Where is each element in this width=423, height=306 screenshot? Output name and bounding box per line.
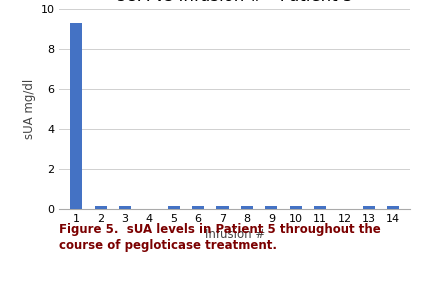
Bar — [363, 206, 375, 209]
Title: sUA vs Infusion # - Patient 5: sUA vs Infusion # - Patient 5 — [117, 0, 353, 5]
Bar — [241, 206, 253, 209]
Text: Figure 5.  sUA levels in Patient 5 throughout the
course of pegloticase treatmen: Figure 5. sUA levels in Patient 5 throug… — [59, 223, 381, 252]
Bar — [387, 206, 399, 209]
Bar — [70, 23, 82, 209]
Bar — [265, 206, 277, 209]
Y-axis label: sUA mg/dl: sUA mg/dl — [23, 79, 36, 139]
Bar — [168, 206, 180, 209]
Bar — [95, 206, 107, 209]
Bar — [290, 206, 302, 209]
Bar — [217, 206, 229, 209]
Bar — [192, 206, 204, 209]
Bar — [119, 206, 131, 209]
X-axis label: Infusion #: Infusion # — [205, 228, 265, 241]
Bar — [314, 206, 326, 209]
